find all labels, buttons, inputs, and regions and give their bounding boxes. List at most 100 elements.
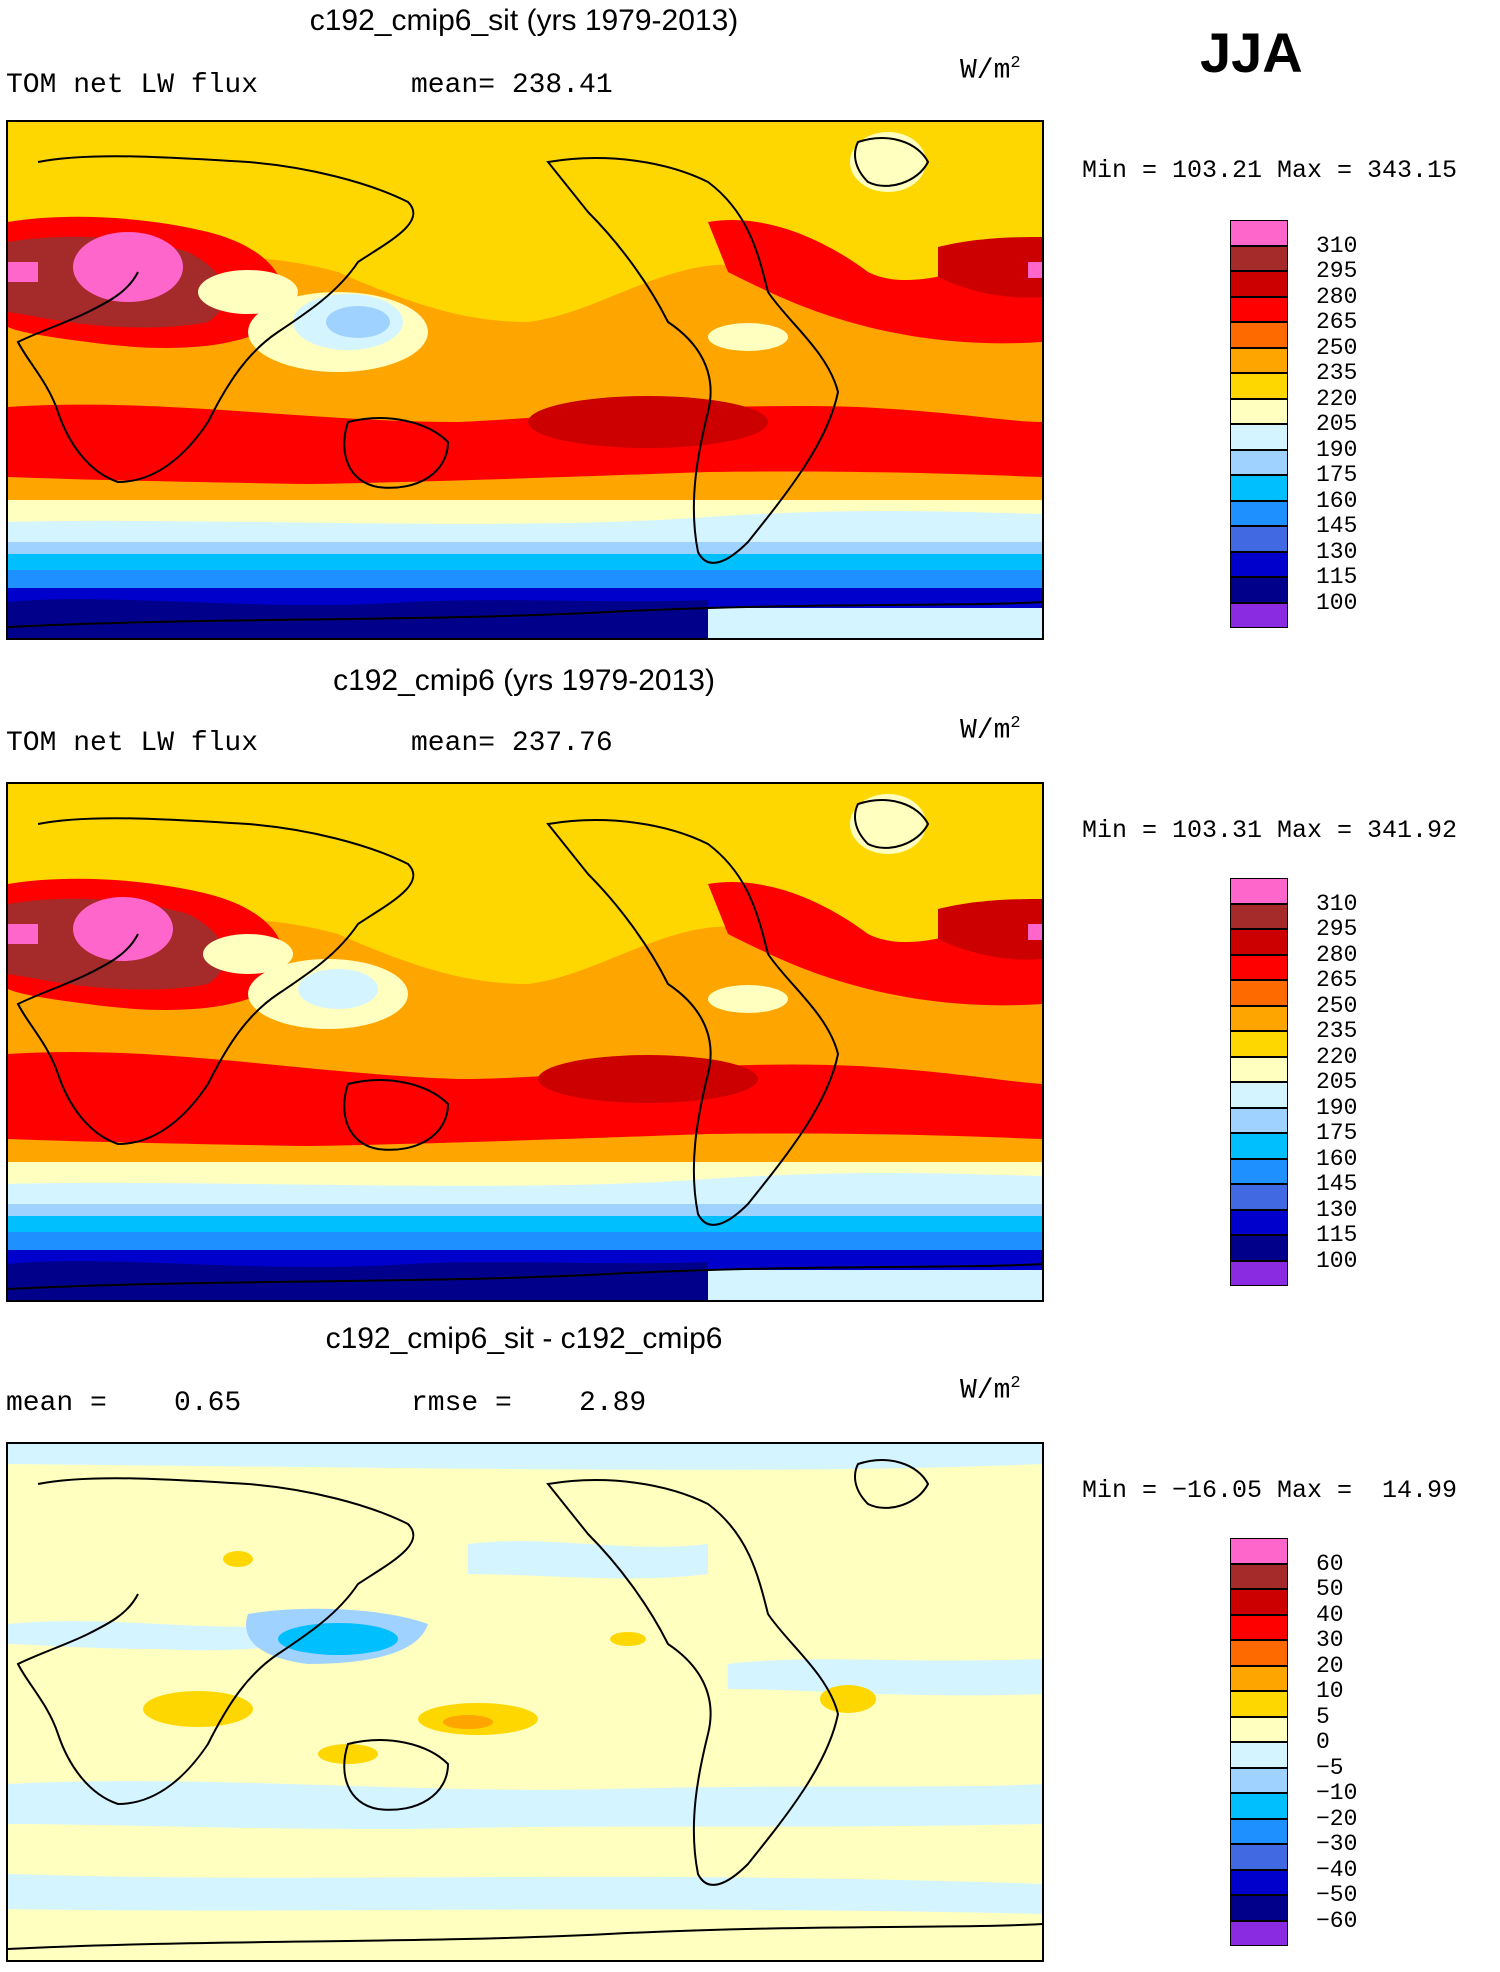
colorbar-tick-label: 10 xyxy=(1316,1678,1344,1704)
tibet-light xyxy=(198,270,298,314)
colorbar-swatch xyxy=(1230,1665,1288,1691)
greenland-light xyxy=(850,794,926,854)
colorbar-tick-label: 205 xyxy=(1316,1069,1358,1095)
antarctica-coast xyxy=(8,1263,1042,1290)
colorbar-tick-label: 160 xyxy=(1316,487,1358,514)
lightblue-band-2 xyxy=(468,1541,708,1579)
panel-1-unit: W/m2 xyxy=(960,54,1021,86)
colorbar-tick-label: 235 xyxy=(1316,1018,1358,1044)
antarctica-coast xyxy=(8,1923,1042,1950)
colorbar-tick-label: 20 xyxy=(1316,1652,1344,1679)
amazon-light xyxy=(708,323,788,351)
west-pink-max xyxy=(8,262,38,282)
colorbar-swatch xyxy=(1230,475,1288,501)
colorbar-tick-label: −50 xyxy=(1316,1882,1358,1908)
monsoon-lightblue xyxy=(298,969,378,1009)
colorbar-tick-label: 250 xyxy=(1316,992,1358,1019)
greenland-coast xyxy=(854,799,930,849)
unit-exponent: 2 xyxy=(1010,1374,1021,1393)
colorbar-tick-label: −5 xyxy=(1316,1754,1344,1781)
colorbar-tick-label: 310 xyxy=(1316,232,1358,259)
unit-exponent: 2 xyxy=(1010,54,1021,73)
colorbar-tick-label: 130 xyxy=(1316,1196,1358,1223)
greenland-coast xyxy=(854,137,930,187)
colorbar-swatch xyxy=(1230,220,1288,246)
colorbar-tick-label: 220 xyxy=(1316,1043,1358,1070)
colorbar-swatch xyxy=(1230,903,1288,929)
panel-3-minmax: Min = −16.05 Max = 14.99 xyxy=(1082,1476,1458,1505)
south-blue2 xyxy=(8,554,1042,572)
colorbar-swatch xyxy=(1230,1614,1288,1640)
panel-1-mean-label: mean= 238.41 xyxy=(411,70,613,101)
colorbar-swatch xyxy=(1230,1005,1288,1031)
saharan-pink-max xyxy=(73,897,173,961)
colorbar-tick-label: 250 xyxy=(1316,334,1358,361)
colorbar-tick-label: 100 xyxy=(1316,589,1358,616)
colorbar-tick-label: 5 xyxy=(1316,1703,1330,1730)
colorbar-swatch xyxy=(1230,1691,1288,1717)
west-pink-max xyxy=(8,924,38,944)
lightblue-band-1 xyxy=(8,1621,312,1651)
colorbar-swatch xyxy=(1230,271,1288,297)
colorbar-swatch xyxy=(1230,1818,1288,1844)
colorbar-swatch xyxy=(1230,1716,1288,1742)
panel-3-unit: W/m2 xyxy=(960,1374,1021,1406)
unit-base: W/m xyxy=(960,55,1011,87)
colorbar-tick-label: 205 xyxy=(1316,411,1358,437)
colorbar-swatch xyxy=(1230,980,1288,1006)
colorbar-swatch xyxy=(1230,424,1288,450)
colorbar-tick-label: 100 xyxy=(1316,1247,1358,1274)
americas-coast xyxy=(546,157,840,564)
colorbar-swatch xyxy=(1230,1742,1288,1768)
atlantic-pink xyxy=(1028,262,1042,278)
colorbar-swatch xyxy=(1230,1260,1288,1286)
colorbar-tick-label: 130 xyxy=(1316,538,1358,565)
panel-1-map-svg xyxy=(8,122,1042,638)
panel-2-mean-label: mean= 237.76 xyxy=(411,728,613,759)
colorbar-swatch xyxy=(1230,1538,1288,1564)
colorbar-swatch xyxy=(1230,1895,1288,1921)
australia-coast xyxy=(343,1739,450,1811)
panel-2-map xyxy=(6,782,1044,1302)
greenland-coast xyxy=(854,1459,930,1509)
colorbar-swatch xyxy=(1230,1869,1288,1895)
colorbar-swatch xyxy=(1230,1184,1288,1210)
amazon-light xyxy=(708,985,788,1013)
south-blue4 xyxy=(8,1250,1042,1270)
colorbar-swatch xyxy=(1230,1793,1288,1819)
panel-2-title: c192_cmip6 (yrs 1979-2013) xyxy=(333,664,715,697)
colorbar-swatch xyxy=(1230,551,1288,577)
colorbar-tick-label: 175 xyxy=(1316,1120,1358,1146)
colorbar-swatch xyxy=(1230,398,1288,424)
colorbar-swatch xyxy=(1230,602,1288,628)
panel-1-map xyxy=(6,120,1044,640)
antarctica-coast xyxy=(8,601,1042,628)
panel-2-map-svg xyxy=(8,784,1042,1300)
yellow-patch-asia xyxy=(223,1551,253,1567)
panel-1-variable-label: TOM net LW flux xyxy=(6,70,259,101)
atlantic-red xyxy=(708,882,1042,1006)
eurasia-africa-coast xyxy=(16,155,415,484)
colorbar-swatch xyxy=(1230,347,1288,373)
colorbar-tick-label: 115 xyxy=(1316,1222,1358,1248)
colorbar-tick-label: 145 xyxy=(1316,513,1358,539)
unit-exponent: 2 xyxy=(1010,714,1021,733)
colorbar-swatch xyxy=(1230,1235,1288,1261)
colorbar-tick-label: 0 xyxy=(1316,1729,1330,1755)
colorbar-swatch xyxy=(1230,526,1288,552)
panel-3-mean-label: mean = 0.65 xyxy=(6,1388,242,1419)
colorbar-swatch xyxy=(1230,500,1288,526)
colorbar-tick-label: 190 xyxy=(1316,1094,1358,1121)
colorbar-tick-label: −40 xyxy=(1316,1856,1358,1883)
americas-coast xyxy=(546,1479,840,1886)
panel-1-minmax: Min = 103.21 Max = 343.15 xyxy=(1082,156,1458,185)
colorbar-tick-label: 220 xyxy=(1316,385,1358,412)
monsoon-blue xyxy=(326,306,390,338)
colorbar-swatch xyxy=(1230,1082,1288,1108)
colorbar-swatch xyxy=(1230,577,1288,603)
colorbar-tick-label: −60 xyxy=(1316,1907,1358,1934)
tibet-light xyxy=(203,934,293,974)
colorbar-tick-label: 145 xyxy=(1316,1171,1358,1197)
colorbar-tick-label: 50 xyxy=(1316,1576,1344,1602)
colorbar-tick-label: −30 xyxy=(1316,1831,1358,1857)
